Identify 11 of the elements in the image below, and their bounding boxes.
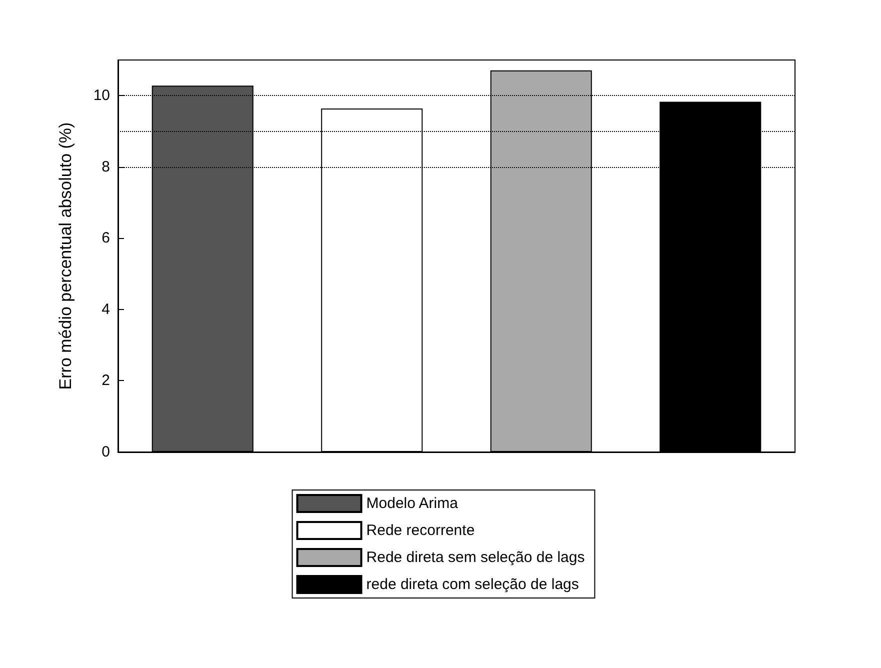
y-axis-title: Erro médio percentual absoluto (%) xyxy=(56,122,75,390)
legend-label: rede direta com seleção de lags xyxy=(366,576,579,593)
y-tick-label: 2 xyxy=(102,372,110,390)
y-tick-label: 6 xyxy=(102,230,110,247)
y-tick-label: 8 xyxy=(102,158,110,176)
y-tick-label: 0 xyxy=(102,444,110,460)
legend-label: Rede recorrente xyxy=(366,522,475,539)
y-tick-label: 10 xyxy=(93,87,110,104)
y-tick-label: 4 xyxy=(102,300,110,318)
legend-label: Modelo Arima xyxy=(366,495,459,512)
legend-label: Rede direta sem seleção de lags xyxy=(366,549,585,566)
